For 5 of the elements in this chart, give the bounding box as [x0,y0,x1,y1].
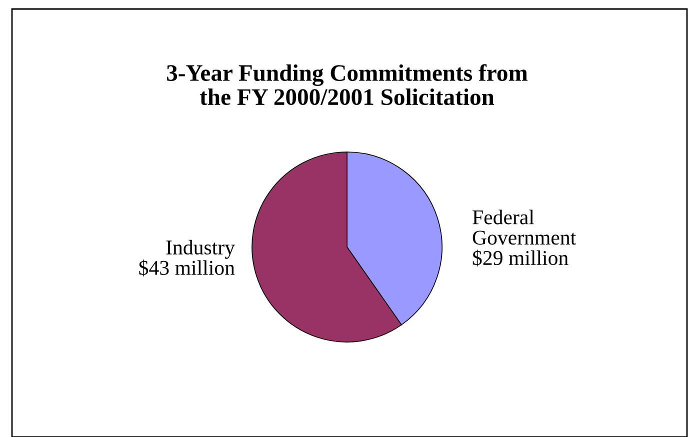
chart-title: 3-Year Funding Commitments from the FY 2000/2001 Solicitation [166,64,528,106]
data-label: $29 million [472,250,568,266]
slice-label: Industry [166,240,235,259]
slice-label: Federal Government [472,210,576,245]
data-label: $43 million [139,260,235,276]
